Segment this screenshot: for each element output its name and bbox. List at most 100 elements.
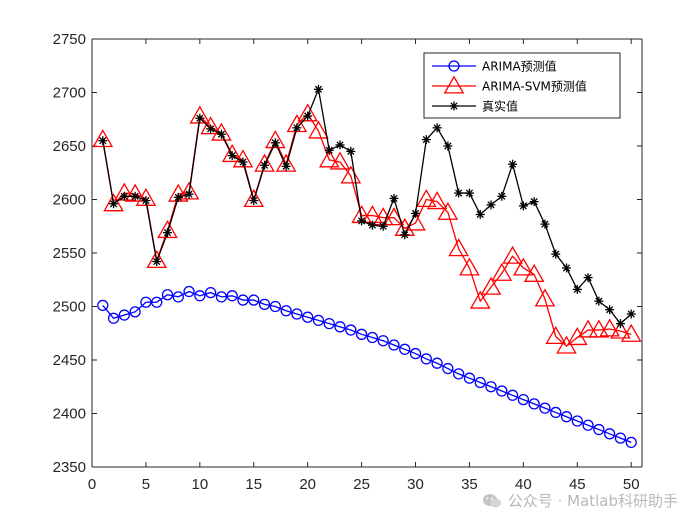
data-point (161, 289, 174, 301)
data-point (195, 113, 205, 123)
data-point (189, 105, 211, 124)
data-point (97, 299, 109, 312)
data-point (281, 161, 291, 171)
data-point (243, 188, 265, 208)
data-point (399, 343, 411, 355)
data-point (560, 411, 573, 423)
data-point (497, 191, 507, 201)
data-point (109, 199, 119, 209)
data-point (103, 193, 124, 212)
legend-item: 真实值 (432, 99, 518, 114)
data-point (194, 290, 206, 302)
data-point (378, 221, 388, 231)
data-point (140, 296, 152, 308)
data-point (603, 428, 616, 440)
data-point (480, 276, 502, 295)
data-point (303, 111, 313, 121)
x-tick-label: 0 (88, 476, 96, 493)
y-tick-label: 2400 (53, 406, 86, 423)
x-tick-label: 20 (299, 476, 316, 493)
data-point (254, 153, 275, 172)
series-3-line (102, 86, 632, 325)
y-tick-label: 2350 (53, 459, 86, 476)
data-point (312, 314, 325, 327)
data-point (615, 319, 625, 329)
data-point (118, 309, 131, 321)
data-point (204, 286, 217, 299)
data-point (346, 146, 356, 156)
data-point (523, 263, 545, 282)
data-point (459, 257, 480, 276)
data-point (297, 103, 319, 122)
data-point (620, 323, 642, 342)
y-tick-label: 2650 (53, 138, 86, 155)
data-point (206, 124, 216, 134)
x-tick-label: 25 (353, 476, 370, 493)
data-point (583, 273, 593, 283)
data-point (265, 130, 286, 149)
data-point (593, 423, 605, 436)
data-point (119, 191, 129, 201)
data-point (431, 357, 443, 369)
data-point (377, 335, 389, 347)
x-tick-label: 35 (461, 476, 478, 493)
data-point (442, 362, 454, 375)
data-point (280, 305, 292, 317)
data-point (577, 319, 599, 338)
data-point (200, 116, 221, 135)
data-point (151, 296, 163, 308)
data-point (475, 209, 485, 219)
data-point (389, 193, 399, 203)
data-point (626, 309, 636, 319)
wechat-icon (482, 493, 501, 507)
data-point (540, 219, 550, 229)
data-point (152, 257, 162, 267)
x-tick-label: 45 (569, 476, 586, 493)
data-point (340, 165, 362, 184)
data-point (215, 291, 228, 303)
data-point (496, 385, 508, 397)
data-point (323, 317, 335, 330)
data-point (178, 181, 200, 200)
data-point (141, 196, 151, 206)
data-point (426, 191, 448, 210)
data-point (324, 145, 334, 155)
data-point (572, 284, 582, 294)
data-point (469, 290, 491, 309)
data-point (334, 321, 346, 333)
watermark-text: 公众号 · Matlab科研助手 (507, 492, 678, 510)
data-point (107, 312, 120, 324)
data-point (308, 120, 329, 139)
data-point (345, 324, 357, 336)
data-point (545, 325, 567, 345)
data-point (146, 249, 168, 269)
data-point (124, 183, 146, 202)
data-point (582, 419, 594, 431)
data-point (162, 228, 172, 238)
data-point (249, 196, 259, 206)
data-point (610, 320, 631, 339)
data-point (508, 159, 518, 169)
data-point (292, 123, 302, 133)
data-point (486, 200, 496, 210)
data-point (448, 238, 469, 257)
legend-marker (449, 101, 459, 111)
data-point (485, 381, 497, 393)
data-point (594, 296, 604, 306)
data-point (129, 306, 141, 318)
data-point (221, 144, 243, 163)
data-point (135, 187, 157, 206)
data-point (173, 192, 183, 202)
data-point (335, 140, 345, 150)
data-point (605, 305, 615, 315)
data-point (443, 141, 453, 151)
x-tick-label: 5 (142, 476, 150, 493)
data-point (238, 157, 248, 167)
data-point (302, 311, 314, 323)
data-point (454, 188, 464, 198)
data-point (518, 201, 528, 211)
data-point (420, 353, 432, 365)
watermark: 公众号 · Matlab科研助手 (482, 490, 678, 511)
y-tick-label: 2700 (53, 85, 86, 102)
data-point (474, 376, 486, 389)
